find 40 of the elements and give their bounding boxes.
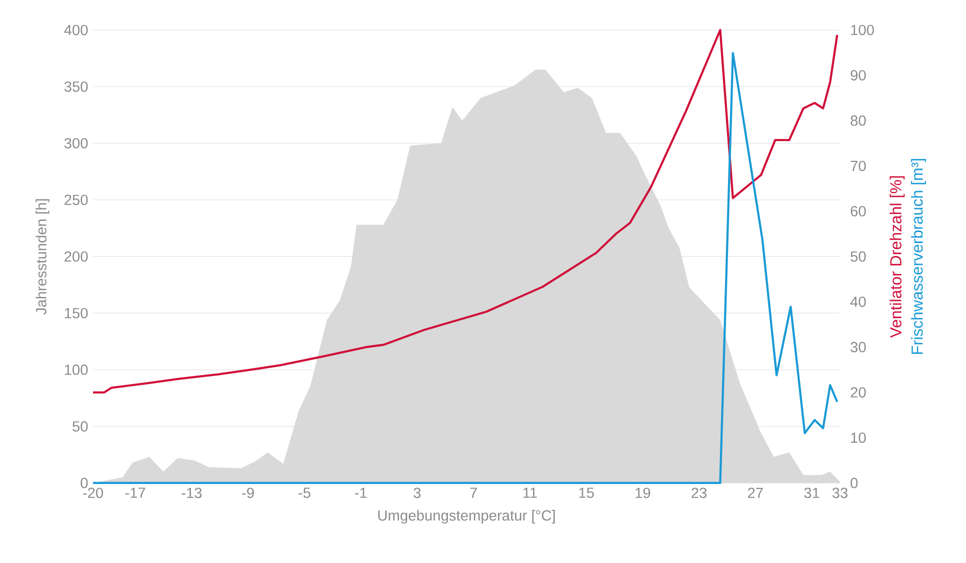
y2-tick-label: 30 — [850, 342, 866, 352]
x-tick-label: 31 — [804, 488, 820, 498]
x-tick-label: -13 — [182, 488, 202, 498]
y2-tick-label: 40 — [850, 296, 866, 307]
x-tick-label: 33 — [832, 488, 848, 498]
y2-tick-label: 50 — [850, 251, 866, 262]
line-series — [92, 28, 838, 394]
y2-tick-label: 20 — [850, 387, 866, 398]
x-tick-label: 27 — [748, 488, 763, 498]
y2-tick-label: 10 — [851, 432, 866, 443]
y2-tick-label: 80 — [850, 115, 866, 126]
y-tick-label: 200 — [64, 251, 88, 262]
y-tick-label: 350 — [64, 81, 88, 92]
x-tick-label: -1 — [354, 488, 367, 498]
y-tick-label: 300 — [64, 138, 88, 148]
y2-tick-label: 0 — [850, 478, 858, 488]
x-tick-label: -17 — [125, 488, 146, 498]
x-tick-label: -20 — [83, 488, 104, 498]
y-tick-label: 50 — [72, 421, 88, 432]
x-tick-label: 3 — [414, 488, 421, 498]
y-tick-label: 250 — [64, 194, 88, 206]
x-tick-label: 15 — [579, 488, 594, 498]
y-tick-label: 100 — [64, 364, 88, 375]
y2-tick-label: 60 — [850, 206, 866, 216]
y-tick-label: 0 — [80, 478, 88, 488]
y-tick-label: 400 — [64, 24, 88, 36]
x-tick-label: 19 — [636, 488, 650, 498]
x-tick-label: 7 — [470, 488, 477, 498]
y-tick-label: 150 — [64, 308, 88, 318]
x-axis-title: Umgebungstemperatur [°C] — [378, 510, 555, 524]
y2-tick-label: 70 — [850, 160, 866, 172]
text: Ventilator Drehzahl [%] — [890, 176, 905, 338]
y2-tick-label: 90 — [850, 70, 866, 80]
y-axis-title: Jahresstunden [h] — [36, 199, 50, 315]
x-tick-label: -5 — [298, 488, 310, 498]
y2-tick-label: 100 — [851, 24, 874, 36]
x-tick-label: -9 — [242, 488, 254, 498]
text: Frischwasserverbrauch [m³] — [911, 158, 926, 354]
x-tick-label: 11 — [523, 488, 537, 498]
x-tick-label: 23 — [692, 488, 707, 498]
